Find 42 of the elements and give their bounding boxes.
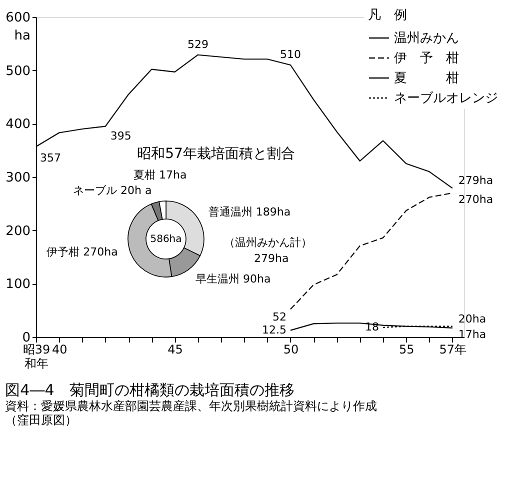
y-tick-label: 0 (22, 330, 30, 346)
data-label: 52 (272, 310, 286, 324)
data-label: 357 (40, 152, 61, 165)
y-tick-label: 200 (6, 224, 30, 239)
legend-label: ネーブルオレンジ (394, 91, 498, 106)
x-tick-label: 55 (399, 342, 414, 356)
slice-label: ネーブル 20h a (73, 184, 152, 198)
data-label: 510 (280, 48, 301, 61)
text: 図4―4 菊間町の柑橘類の栽培面積の推移 (5, 381, 294, 399)
data-label: 18 (365, 320, 380, 334)
y-tick-label: 300 (6, 170, 30, 186)
x-tick-label: 40 (52, 342, 68, 356)
text: 資料：愛媛県農林水産部園芸農産課、年次別果樹統計資料により作成 (5, 399, 378, 413)
data-label: 12.5 (262, 323, 286, 336)
chart-title: 昭和57年栽培面積と割合 (137, 146, 295, 162)
x-tick-label: 50 (283, 342, 299, 356)
text: （窪田原図） (5, 413, 78, 427)
legend-label: 伊 予 柑 (394, 51, 459, 66)
slice-label: 早生温州 90ha (196, 272, 271, 286)
x-tick-label: 57年 (439, 342, 467, 356)
data-label: 20ha (458, 312, 486, 326)
legend-label: 温州みかん (394, 31, 459, 46)
annotation: 279ha (254, 252, 289, 265)
slice-label: 普通温州 189ha (208, 206, 291, 219)
y-tick-label: 600 (6, 10, 30, 26)
line-series (290, 192, 453, 310)
y-tick-label: 400 (6, 117, 30, 132)
legend-title: 凡 例 (368, 8, 407, 23)
data-label: 395 (110, 129, 132, 142)
x-tick-label: 45 (168, 342, 183, 356)
data-label: 279ha (458, 174, 494, 188)
data-label: 270ha (458, 193, 494, 206)
legend-label: 夏 柑 (394, 71, 459, 86)
annotation: （温州みかん計） (224, 236, 312, 249)
slice-label: 夏柑 17ha (134, 168, 187, 182)
y-axis-title: ha (14, 28, 30, 44)
data-label: 529 (187, 38, 208, 51)
annotation: 586ha (150, 234, 182, 245)
slice-label: 伊予柑 270ha (46, 246, 118, 258)
x-tick-label: 昭39 和年 (22, 342, 50, 370)
y-tick-label: 100 (6, 277, 30, 292)
y-tick-label: 500 (6, 64, 30, 79)
